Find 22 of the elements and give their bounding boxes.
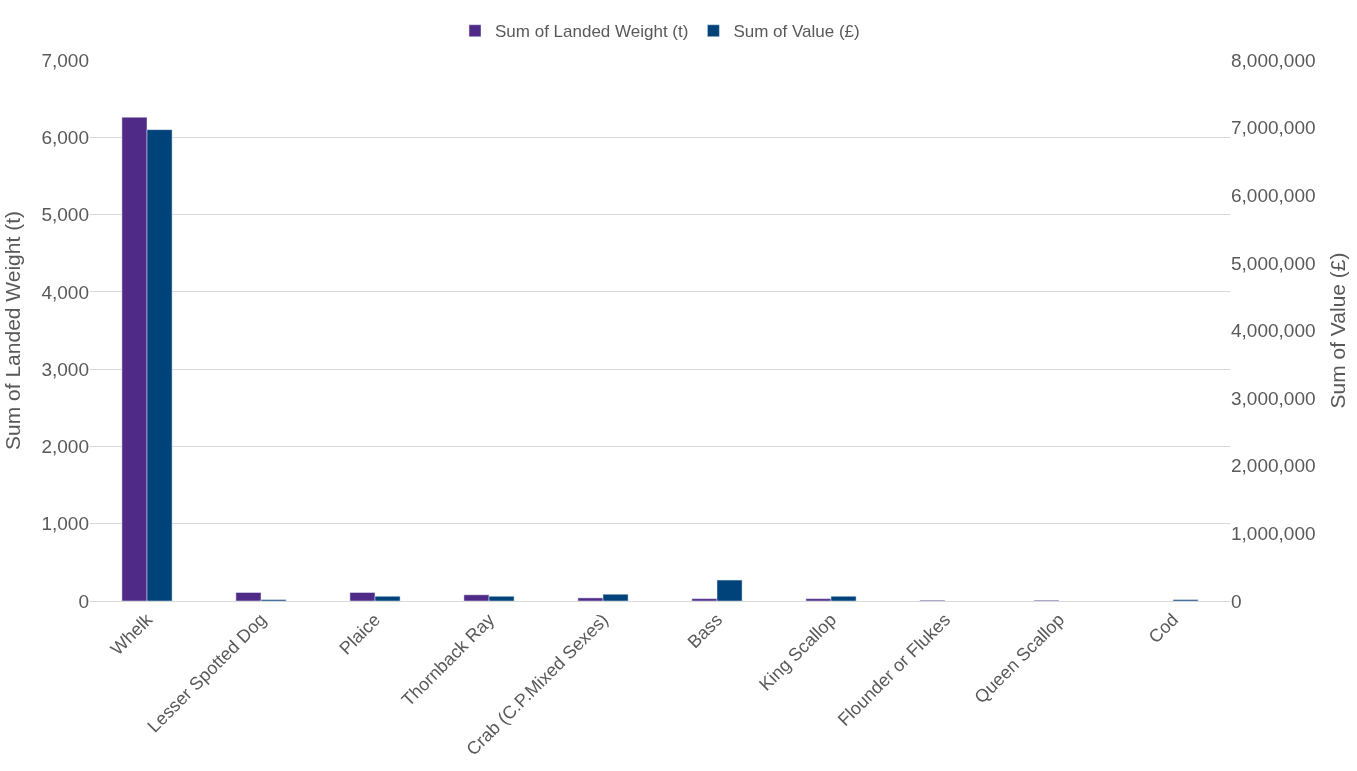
legend-label: Sum of Value (£) xyxy=(733,22,860,42)
y2-tick-label: 5,000,000 xyxy=(1231,252,1316,274)
y2-tick-label: 6,000,000 xyxy=(1231,184,1316,206)
y2-tick-label: 4,000,000 xyxy=(1231,320,1316,342)
y2-tick-label: 3,000,000 xyxy=(1231,387,1316,409)
y-tick-label: 0 xyxy=(78,590,89,612)
x-tick-label: Cod xyxy=(1144,609,1183,648)
y-tick-label: 1,000 xyxy=(41,513,89,535)
legend-label: Sum of Landed Weight (t) xyxy=(495,22,689,42)
y2-tick-label: 8,000,000 xyxy=(1231,49,1316,71)
y-tick-label: 7,000 xyxy=(41,49,89,71)
y-tick-label: 3,000 xyxy=(41,358,89,380)
y2-axis-title: Sum of Value (£) xyxy=(1325,252,1349,409)
y-tick-label: 6,000 xyxy=(41,126,89,148)
y2-tick-label: 2,000,000 xyxy=(1231,455,1316,477)
y-tick-label: 4,000 xyxy=(41,281,89,303)
y2-tick-label: 1,000,000 xyxy=(1231,523,1316,545)
y2-tick-label: 7,000,000 xyxy=(1231,117,1316,139)
y-tick-label: 2,000 xyxy=(41,436,89,458)
y-tick-label: 5,000 xyxy=(41,204,89,226)
y2-tick-label: 0 xyxy=(1231,590,1242,612)
y-axis-title: Sum of Landed Weight (t) xyxy=(0,211,24,450)
